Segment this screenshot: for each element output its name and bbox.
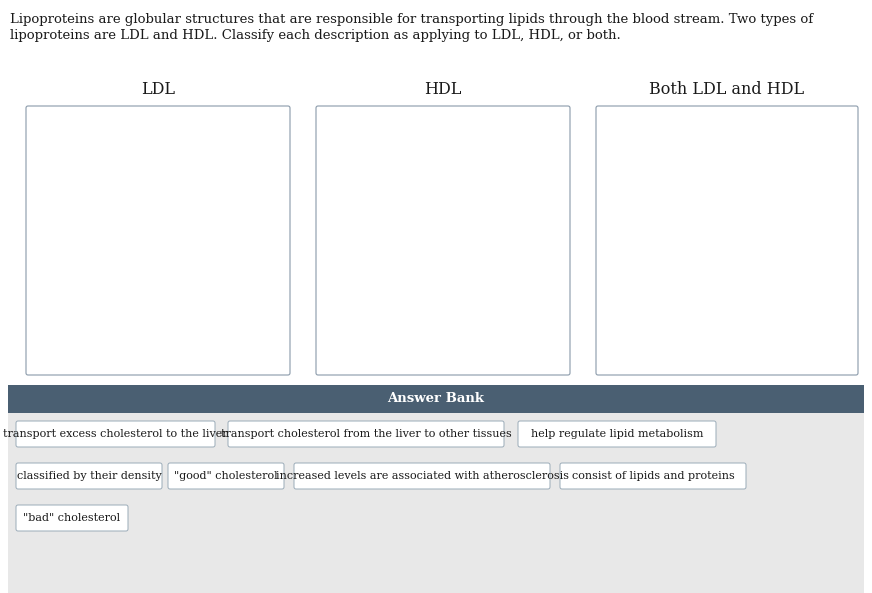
FancyBboxPatch shape (16, 463, 162, 489)
FancyBboxPatch shape (168, 463, 284, 489)
FancyBboxPatch shape (560, 463, 746, 489)
FancyBboxPatch shape (26, 106, 290, 375)
FancyBboxPatch shape (294, 463, 550, 489)
Text: transport cholesterol from the liver to other tissues: transport cholesterol from the liver to … (221, 429, 511, 439)
Text: HDL: HDL (425, 81, 461, 98)
Text: Answer Bank: Answer Bank (387, 393, 485, 406)
Text: help regulate lipid metabolism: help regulate lipid metabolism (531, 429, 703, 439)
Text: lipoproteins are LDL and HDL. Classify each description as applying to LDL, HDL,: lipoproteins are LDL and HDL. Classify e… (10, 29, 621, 42)
Text: consist of lipids and proteins: consist of lipids and proteins (572, 471, 734, 481)
Text: "good" cholesterol: "good" cholesterol (174, 471, 278, 481)
Text: classified by their density: classified by their density (17, 471, 161, 481)
Text: increased levels are associated with atherosclerosis: increased levels are associated with ath… (276, 471, 569, 481)
Text: Both LDL and HDL: Both LDL and HDL (650, 81, 805, 98)
Text: transport excess cholesterol to the liver: transport excess cholesterol to the live… (3, 429, 228, 439)
FancyBboxPatch shape (16, 421, 215, 447)
FancyBboxPatch shape (596, 106, 858, 375)
FancyBboxPatch shape (16, 505, 128, 531)
Text: "bad" cholesterol: "bad" cholesterol (24, 513, 120, 523)
FancyBboxPatch shape (228, 421, 504, 447)
FancyBboxPatch shape (518, 421, 716, 447)
Bar (8, 385, 864, 413)
FancyBboxPatch shape (316, 106, 570, 375)
Text: Lipoproteins are globular structures that are responsible for transporting lipid: Lipoproteins are globular structures tha… (10, 13, 813, 26)
Bar (8, 413, 864, 593)
Text: LDL: LDL (141, 81, 175, 98)
